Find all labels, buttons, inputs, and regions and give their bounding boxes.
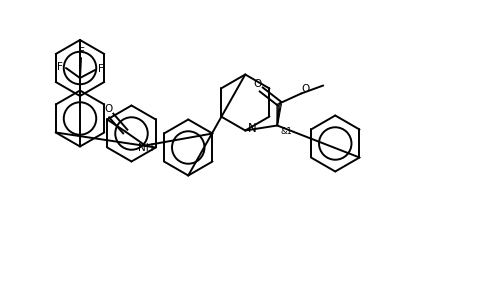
Text: F: F xyxy=(79,47,85,57)
Text: F: F xyxy=(98,64,104,74)
Text: NH: NH xyxy=(138,143,154,154)
Text: &1: &1 xyxy=(280,127,292,136)
Text: O: O xyxy=(301,84,310,94)
Text: F: F xyxy=(57,62,63,72)
Text: O: O xyxy=(253,79,261,90)
Text: O: O xyxy=(104,105,113,115)
Text: N: N xyxy=(248,122,257,135)
